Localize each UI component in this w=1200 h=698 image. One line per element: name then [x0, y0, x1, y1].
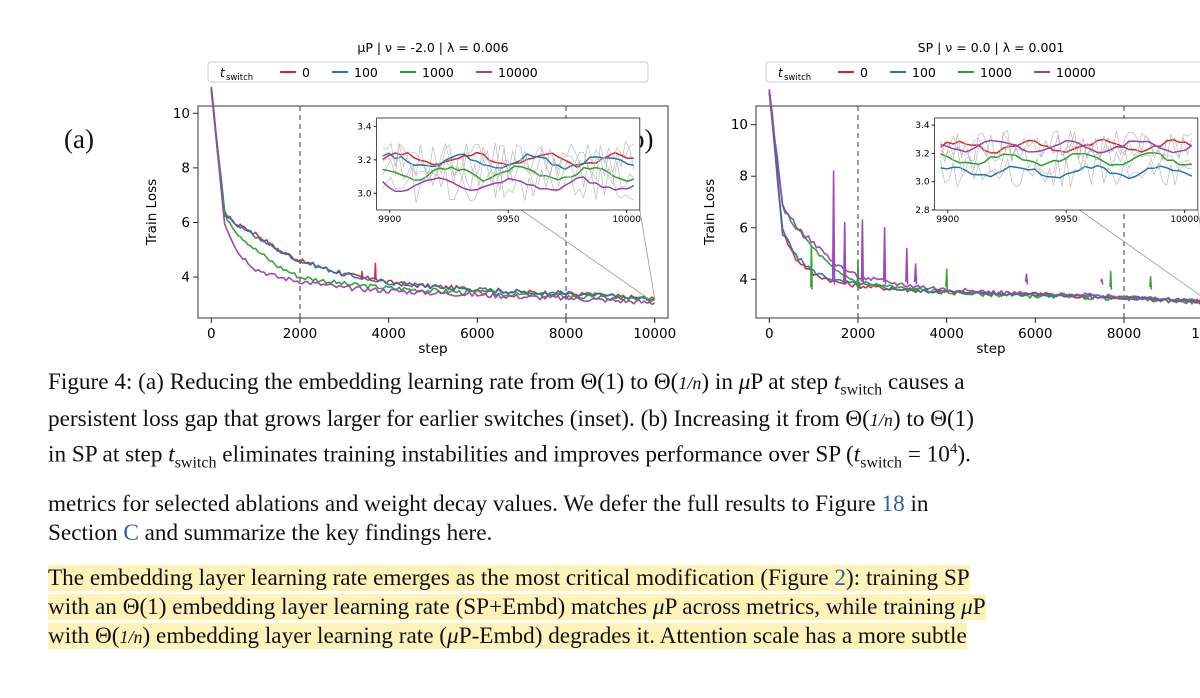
- body-paragraph-2: The embedding layer learning rate emerge…: [48, 565, 986, 649]
- y-tick-label: 6: [181, 215, 190, 231]
- x-tick-label: 2000: [283, 326, 317, 342]
- legend: t switch 0 100 1000 10000: [207, 61, 649, 83]
- inset-x-tick-label: 9950: [1055, 215, 1078, 225]
- inset-y-tick-label: 2.8: [915, 206, 930, 216]
- x-axis-label: step: [976, 341, 1005, 357]
- x-axis-label: step: [418, 341, 447, 357]
- legend-title: t: [778, 66, 784, 80]
- chart-title: μP | ν = -2.0 | λ = 0.006: [357, 40, 508, 55]
- y-tick-label: 4: [181, 270, 190, 286]
- inset-series-line: [382, 176, 635, 193]
- inset-raw-line: [940, 130, 1192, 162]
- y-tick-label: 10: [731, 117, 748, 133]
- inset-y-tick-label: 3.4: [357, 122, 372, 132]
- x-tick-label: 4000: [929, 326, 963, 342]
- inset-y-tick-label: 3.0: [915, 178, 930, 188]
- inset-y-tick-label: 3.4: [915, 121, 930, 131]
- inset-x-tick-label: 10000: [1170, 215, 1199, 225]
- legend-entry: 1000: [422, 65, 454, 80]
- series-line: [210, 89, 656, 306]
- series-line: [210, 91, 655, 303]
- legend-frame: [765, 61, 1200, 83]
- x-tick-label: 0: [765, 326, 774, 342]
- legend-entry: 0: [860, 65, 868, 80]
- legend-frame: [207, 61, 649, 83]
- inset-connector: [521, 209, 649, 300]
- inset-x-tick-label: 9950: [497, 215, 520, 225]
- inset-x-tick-label: 9900: [936, 215, 959, 225]
- legend-title-sub: switch: [226, 73, 253, 83]
- x-tick-label: 10000: [633, 326, 676, 342]
- inset-series-line: [382, 152, 634, 171]
- legend-entry: 10000: [1056, 65, 1096, 80]
- legend-title-sub: switch: [784, 73, 811, 83]
- inset-y-tick-label: 3.0: [357, 189, 372, 199]
- plot-frame: [755, 105, 1200, 319]
- inset-y-tick-label: 3.2: [915, 149, 929, 159]
- panel-label-a: (a): [64, 124, 94, 154]
- series-line: [210, 87, 655, 302]
- x-tick-label: 6000: [460, 326, 494, 342]
- inset-connector: [1079, 209, 1200, 296]
- inset-raw-line: [382, 166, 634, 203]
- inset-raw-line: [382, 140, 635, 178]
- figure-caption: Figure 4: (a) Reducing the embedding lea…: [48, 369, 974, 472]
- legend: t switch 0 100 1000 10000: [765, 61, 1200, 83]
- legend-entry: 100: [912, 65, 936, 80]
- series-line: [768, 90, 1200, 305]
- inset-raw-line: [940, 143, 1192, 175]
- inset-series-line: [940, 139, 1193, 154]
- legend-entry: 0: [302, 65, 310, 80]
- y-tick-label: 4: [739, 272, 748, 288]
- y-tick-label: 8: [739, 169, 748, 185]
- x-tick-label: 4000: [371, 326, 405, 342]
- x-tick-label: 10000: [1191, 326, 1200, 342]
- y-tick-label: 8: [181, 160, 190, 176]
- legend-title: t: [220, 66, 226, 80]
- inset-frame: [376, 117, 641, 211]
- inset-x-tick-label: 10000: [612, 215, 641, 225]
- legend-entry: 100: [354, 65, 378, 80]
- x-tick-label: 2000: [841, 326, 875, 342]
- figure-ref-link[interactable]: 18: [881, 491, 905, 517]
- x-tick-label: 6000: [1018, 326, 1052, 342]
- body-paragraph-1: metrics for selected ablations and weigh…: [48, 491, 929, 546]
- y-axis-label: Train Loss: [702, 179, 718, 246]
- inset-y-tick-label: 3.2: [357, 156, 371, 166]
- section-ref-link[interactable]: C: [123, 520, 139, 546]
- legend-entry: 10000: [498, 65, 538, 80]
- inset-raw-line: [940, 130, 1193, 162]
- legend-entry: 1000: [980, 65, 1012, 80]
- figure-2-ref-link[interactable]: 2: [834, 565, 846, 591]
- series-line: [768, 89, 1200, 304]
- y-axis-label: Train Loss: [144, 179, 160, 246]
- inset-series-line: [940, 152, 1192, 167]
- inset-connector: [639, 209, 656, 299]
- inset-series-line: [382, 165, 635, 183]
- chart-title: SP | ν = 0.0 | λ = 0.001: [918, 40, 1065, 55]
- y-tick-label: 10: [173, 106, 190, 122]
- plot-frame: [197, 105, 669, 319]
- inset-x-tick-label: 9900: [378, 215, 401, 225]
- y-tick-label: 6: [739, 220, 748, 236]
- x-tick-label: 0: [207, 326, 216, 342]
- x-tick-label: 8000: [1107, 326, 1141, 342]
- x-tick-label: 8000: [549, 326, 583, 342]
- inset-series-line: [940, 164, 1193, 180]
